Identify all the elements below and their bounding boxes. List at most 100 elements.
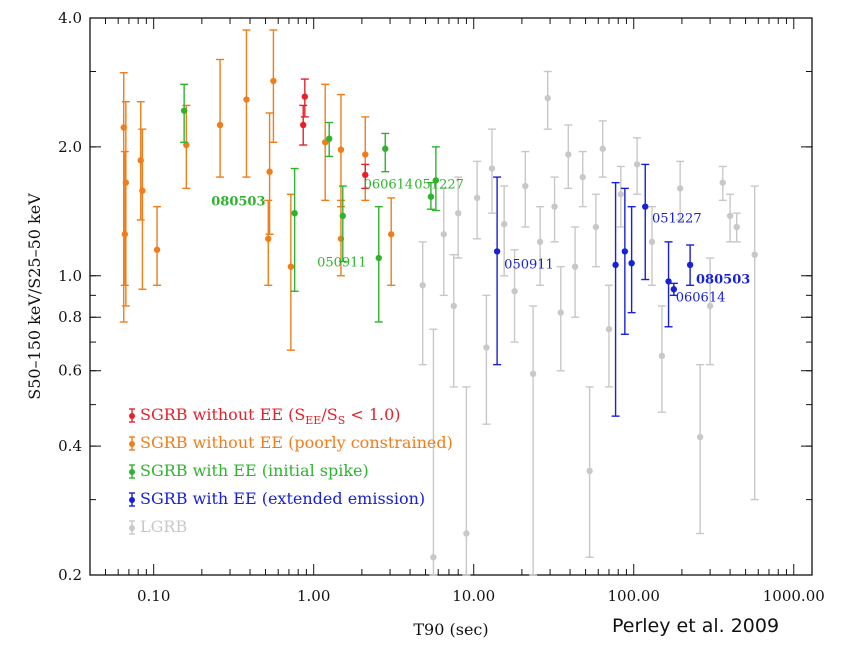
- data-point: [557, 309, 564, 316]
- x-tick-label: 10.00: [452, 587, 495, 605]
- data-point: [544, 94, 551, 102]
- x-tick-label: 100.00: [607, 587, 660, 605]
- data-point: [300, 121, 307, 129]
- data-point: [139, 187, 146, 194]
- y-tick-label: 1.0: [58, 267, 82, 285]
- source-credit: Perley et al. 2009: [612, 615, 780, 637]
- data-point: [432, 177, 440, 184]
- burst-label: 050911: [317, 256, 367, 271]
- data-point: [387, 231, 395, 238]
- data-point: [488, 165, 496, 172]
- y-tick-label: 0.8: [58, 308, 82, 326]
- legend-marker: [129, 413, 135, 419]
- burst-label: 051227: [652, 212, 702, 227]
- data-point: [287, 263, 295, 270]
- legend-text-part: < 1.0): [345, 405, 400, 424]
- data-point: [493, 248, 501, 255]
- data-point: [419, 282, 426, 289]
- data-point: [153, 246, 161, 253]
- y-tick-label: 0.6: [58, 362, 82, 380]
- data-point: [440, 231, 447, 238]
- burst-label: 060614: [676, 291, 726, 306]
- y-tick-label: 4.0: [58, 9, 82, 27]
- legend-marker: [129, 525, 135, 531]
- data-point: [719, 179, 726, 186]
- data-point: [579, 173, 586, 181]
- data-point: [427, 193, 435, 200]
- burst-label: 080503: [696, 272, 750, 287]
- legend-marker: [129, 441, 135, 447]
- data-point: [463, 530, 470, 537]
- y-tick-label: 0.2: [58, 566, 82, 584]
- data-point: [430, 554, 437, 561]
- data-point: [612, 261, 619, 269]
- data-point: [628, 259, 635, 267]
- data-point: [529, 370, 537, 378]
- data-point: [706, 302, 714, 310]
- data-point: [362, 171, 369, 179]
- data-point: [751, 251, 758, 258]
- data-point: [183, 141, 190, 149]
- legend-entry: SGRB without EE (SEE/SS < 1.0): [140, 405, 401, 427]
- legend-subscript: S: [338, 414, 346, 427]
- data-point: [511, 288, 518, 295]
- legend-text-part: SGRB with EE (initial spike): [140, 461, 369, 480]
- x-tick-label: 1.00: [297, 587, 330, 605]
- data-point: [483, 344, 490, 351]
- legend-entry: LGRB: [140, 517, 187, 536]
- x-axis-label: T90 (sec): [413, 620, 488, 639]
- data-point: [621, 248, 629, 255]
- data-point: [686, 261, 694, 269]
- legend-entry: SGRB with EE (extended emission): [140, 489, 425, 508]
- legend-text-part: SGRB without EE (poorly constrained): [140, 433, 453, 452]
- data-point: [648, 238, 656, 246]
- legend-marker: [129, 497, 135, 503]
- legend-subscript: EE: [305, 414, 321, 427]
- data-point: [592, 223, 600, 231]
- burst-label: 051227: [414, 177, 464, 192]
- data-point: [266, 168, 273, 175]
- data-point: [658, 352, 666, 360]
- x-tick-label: 0.10: [137, 587, 170, 605]
- data-point: [375, 254, 382, 262]
- legend-text-part: /S: [321, 405, 337, 424]
- legend-text-part: LGRB: [140, 517, 187, 536]
- data-point: [291, 209, 298, 217]
- data-point: [326, 135, 333, 142]
- data-point: [339, 212, 346, 220]
- data-point: [565, 151, 572, 158]
- data-point: [670, 286, 678, 293]
- data-point: [121, 231, 129, 238]
- legend-text-part: SGRB without EE (S: [140, 405, 305, 424]
- data-point: [586, 467, 593, 475]
- data-point: [382, 145, 389, 152]
- data-point: [571, 263, 579, 270]
- legend-marker: [129, 469, 135, 475]
- plot-frame: [89, 17, 813, 576]
- data-point: [450, 302, 457, 310]
- data-point: [216, 121, 224, 129]
- legend-entry: SGRB with EE (initial spike): [140, 461, 369, 480]
- data-point: [617, 191, 624, 198]
- y-tick-label: 2.0: [58, 138, 82, 156]
- burst-label: 080503: [211, 194, 265, 209]
- data-point: [676, 185, 684, 192]
- data-point: [455, 209, 462, 217]
- legend-entry: SGRB without EE (poorly constrained): [140, 433, 453, 452]
- data-point: [265, 235, 272, 242]
- data-point: [301, 93, 309, 100]
- burst-label: 050911: [504, 257, 554, 272]
- x-tick-label: 1000.00: [763, 587, 825, 605]
- y-tick-label: 0.4: [58, 437, 82, 455]
- data-point: [473, 194, 481, 202]
- data-point: [551, 203, 558, 210]
- data-point: [362, 151, 369, 158]
- y-axis-label: S50–150 keV/S25–50 keV: [25, 193, 44, 400]
- burst-label: 060614: [364, 177, 414, 192]
- data-point: [605, 326, 613, 333]
- data-point: [243, 96, 250, 103]
- data-point: [270, 77, 277, 85]
- data-point: [696, 433, 704, 441]
- data-point: [522, 182, 529, 190]
